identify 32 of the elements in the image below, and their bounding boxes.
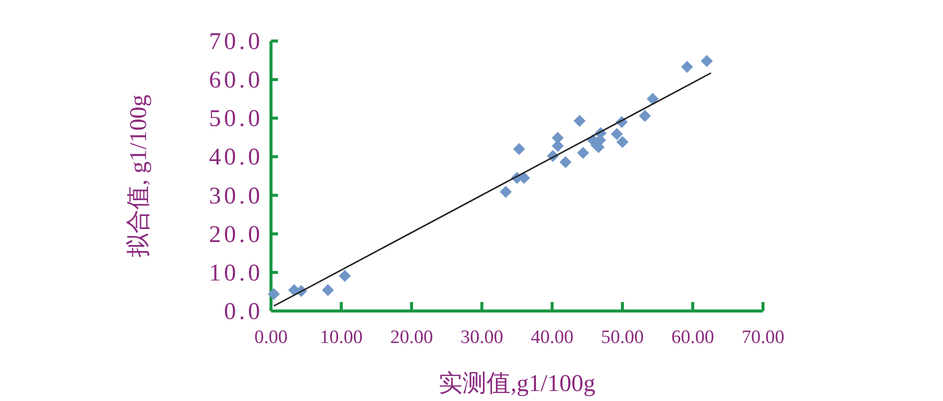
point bbox=[513, 143, 526, 155]
y-tick-label: 0.0 bbox=[224, 299, 263, 325]
y-axis-title: 拟合值, g1/100g bbox=[125, 94, 152, 258]
x-tick-label: 0.00 bbox=[254, 327, 288, 348]
y-tick-label: 40.0 bbox=[209, 144, 263, 171]
point bbox=[700, 55, 713, 68]
y-tick-label: 50.0 bbox=[209, 106, 263, 132]
point bbox=[616, 136, 628, 148]
y-tick-label: 30.0 bbox=[209, 183, 263, 210]
point bbox=[610, 128, 623, 140]
x-tick-label: 40.00 bbox=[530, 327, 574, 348]
point bbox=[322, 284, 334, 296]
x-tick-label: 60.00 bbox=[671, 327, 714, 348]
point bbox=[559, 156, 572, 168]
point bbox=[646, 92, 659, 105]
point bbox=[338, 270, 351, 282]
point bbox=[500, 186, 512, 198]
x-tick-label: 50.00 bbox=[601, 327, 644, 348]
y-tick-label: 20.0 bbox=[209, 222, 263, 248]
x-axis-title: 实测值,g1/100g bbox=[438, 370, 596, 397]
point bbox=[577, 146, 590, 159]
x-tick-label: 30.00 bbox=[460, 327, 504, 348]
point bbox=[638, 110, 651, 122]
x-tick-label: 20.00 bbox=[390, 327, 433, 348]
x-tick-label: 70.00 bbox=[742, 327, 784, 348]
y-tick-label: 60.0 bbox=[209, 68, 263, 94]
y-tick-label: 70.0 bbox=[209, 29, 263, 55]
y-tick-label: 10.0 bbox=[209, 260, 263, 286]
x-tick-label: 10.00 bbox=[320, 327, 363, 348]
point bbox=[574, 114, 586, 127]
point bbox=[268, 288, 280, 300]
point bbox=[681, 60, 694, 73]
